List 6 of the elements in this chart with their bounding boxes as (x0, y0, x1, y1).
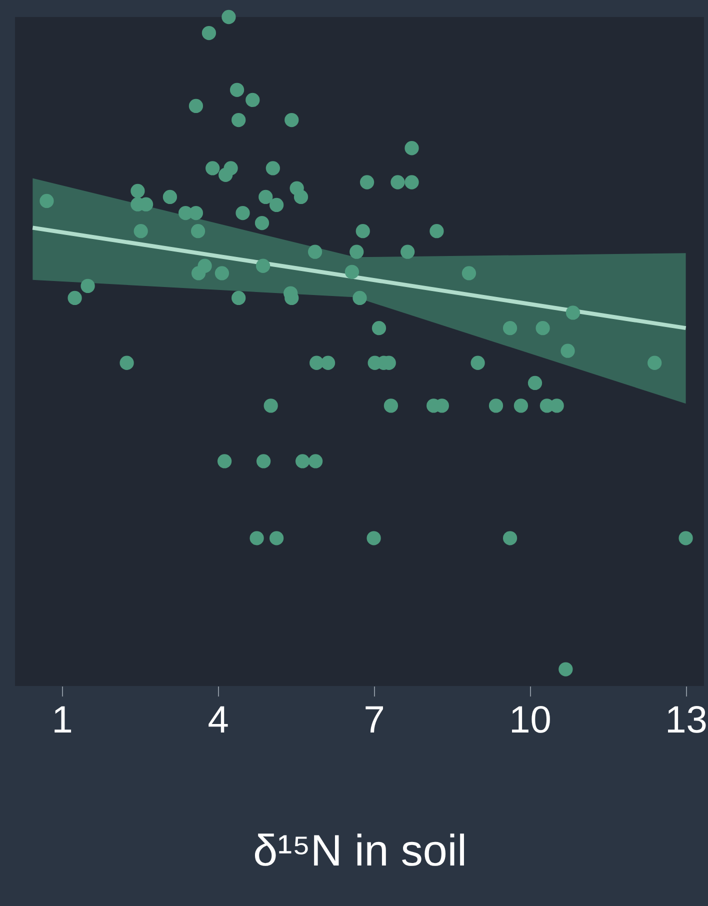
x-tick-label: 4 (208, 700, 229, 742)
x-axis-title: δ¹⁵N in soil (253, 826, 467, 876)
x-tick-label: 13 (665, 700, 708, 742)
x-tick-label: 7 (364, 700, 385, 742)
x-tick-label: 1 (52, 700, 73, 742)
x-tick-label: 10 (509, 700, 552, 742)
